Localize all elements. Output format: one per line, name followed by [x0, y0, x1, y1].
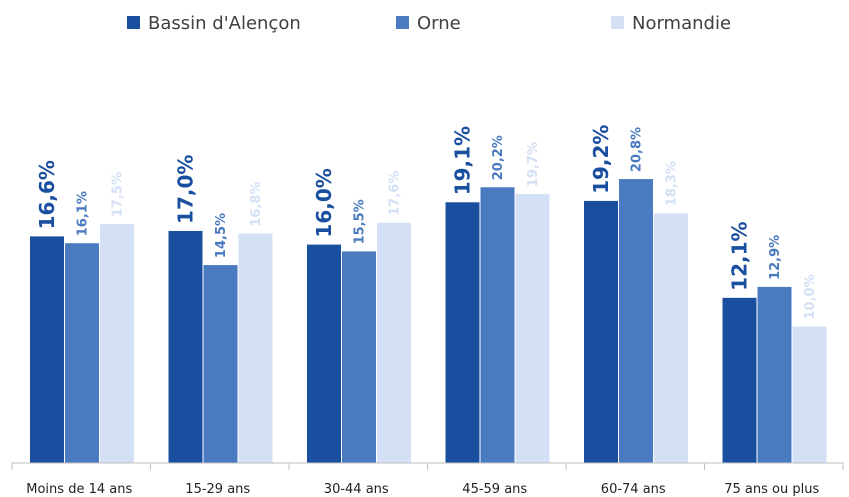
data-label: 16,8% — [249, 182, 264, 227]
bar — [757, 286, 792, 463]
bar — [619, 179, 653, 463]
bar — [100, 224, 134, 463]
bar — [515, 194, 550, 463]
bar — [480, 187, 515, 463]
legend-swatch — [127, 16, 140, 29]
data-label: 15,5% — [353, 199, 368, 244]
x-tick-label: Moins de 14 ans — [26, 482, 132, 497]
bar — [584, 200, 618, 464]
bar — [307, 244, 341, 463]
legend-swatch — [611, 16, 624, 29]
data-label: 20,8% — [630, 127, 645, 172]
data-label: 12,9% — [768, 235, 783, 280]
legend-label: Normandie — [632, 13, 731, 34]
data-label: 19,2% — [589, 125, 613, 194]
bar — [168, 230, 203, 463]
legend: Bassin d'Alençon Orne Normandie — [127, 13, 731, 34]
data-label: 14,5% — [214, 213, 229, 258]
bars — [30, 179, 827, 464]
x-tick-label: 45-59 ans — [462, 482, 527, 497]
data-label: 18,3% — [665, 161, 680, 206]
bar — [30, 236, 64, 463]
data-label: 16,0% — [312, 168, 336, 237]
x-tick-label: 30-44 ans — [324, 482, 389, 497]
value-labels: 16,6% 16,1% 17,5% 17,0% 14,5% 16,8% 16,0% 15,5%… — [35, 125, 818, 320]
legend-label: Orne — [417, 13, 461, 34]
bar — [203, 265, 238, 463]
data-label: 16,6% — [35, 160, 59, 229]
data-label: 16,1% — [76, 191, 91, 236]
data-label: 17,0% — [174, 155, 198, 224]
data-label: 12,1% — [728, 221, 752, 290]
legend-label: Bassin d'Alençon — [148, 13, 301, 34]
bar — [654, 213, 688, 463]
x-tick-label: 75 ans ou plus — [724, 482, 819, 497]
bar — [792, 326, 827, 463]
x-axis: Moins de 14 ans 15-29 ans 30-44 ans 45-59 a… — [11, 462, 844, 497]
x-tick-label: 60-74 ans — [601, 482, 666, 497]
bar — [238, 233, 273, 463]
data-label: 19,1% — [451, 126, 475, 195]
bar — [722, 297, 757, 463]
bar — [445, 202, 480, 463]
bar — [377, 222, 411, 463]
bar — [342, 251, 376, 463]
data-label: 17,5% — [111, 172, 126, 217]
data-label: 10,0% — [803, 274, 818, 319]
bar — [65, 243, 99, 463]
legend-swatch — [396, 16, 409, 29]
data-label: 17,6% — [388, 171, 403, 216]
x-tick-label: 15-29 ans — [185, 482, 250, 497]
data-label: 20,2% — [491, 135, 506, 180]
data-label: 19,7% — [526, 142, 541, 187]
